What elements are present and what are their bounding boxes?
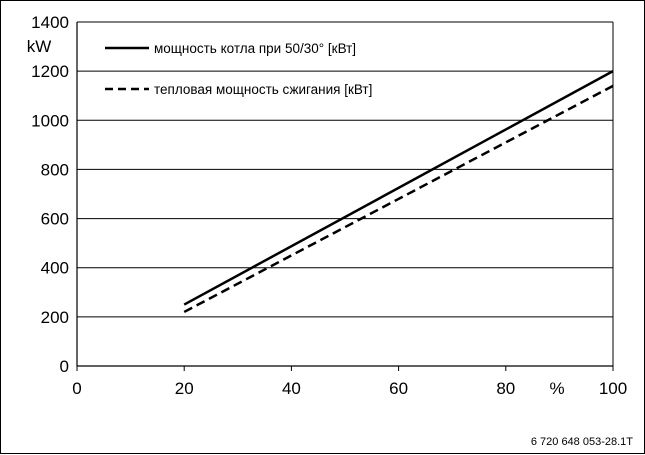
grid-lines: [77, 21, 613, 318]
y-tick-labels: 0 200 400 600 800 1000 1200 1400: [31, 13, 69, 376]
y-tick-label-1000: 1000: [31, 111, 69, 130]
y-tick-label-1400: 1400: [31, 13, 69, 32]
series-lines: [183, 70, 614, 314]
y-tick-label-400: 400: [41, 259, 69, 278]
y-tick-label-0: 0: [60, 357, 69, 376]
series-line-boiler-output: [183, 70, 614, 306]
y-tick-label-200: 200: [41, 308, 69, 327]
legend: мощность котла при 50/30° [кВт] тепловая…: [105, 41, 372, 97]
x-tick-labels: 0 20 40 60 80 100: [72, 379, 627, 398]
x-tick-label-100: 100: [599, 379, 627, 398]
x-tick-label-60: 60: [389, 379, 408, 398]
y-tick-label-1200: 1200: [31, 62, 69, 81]
x-tick-label-20: 20: [175, 379, 194, 398]
y-axis-unit: kW: [27, 37, 52, 56]
series-line-combustion-output: [183, 84, 614, 314]
legend-label-combustion-output: тепловая мощность сжигания [кВт]: [154, 82, 372, 97]
x-tick-label-0: 0: [72, 379, 81, 398]
figure-id: 6 720 648 053-28.1T: [531, 436, 633, 448]
axes: [76, 22, 614, 371]
x-axis-unit: %: [549, 379, 564, 398]
y-tick-label-800: 800: [41, 160, 69, 179]
legend-label-boiler-output: мощность котла при 50/30° [кВт]: [154, 41, 356, 56]
y-tick-label-600: 600: [41, 210, 69, 229]
x-tick-label-40: 40: [282, 379, 301, 398]
x-tick-label-80: 80: [496, 379, 515, 398]
